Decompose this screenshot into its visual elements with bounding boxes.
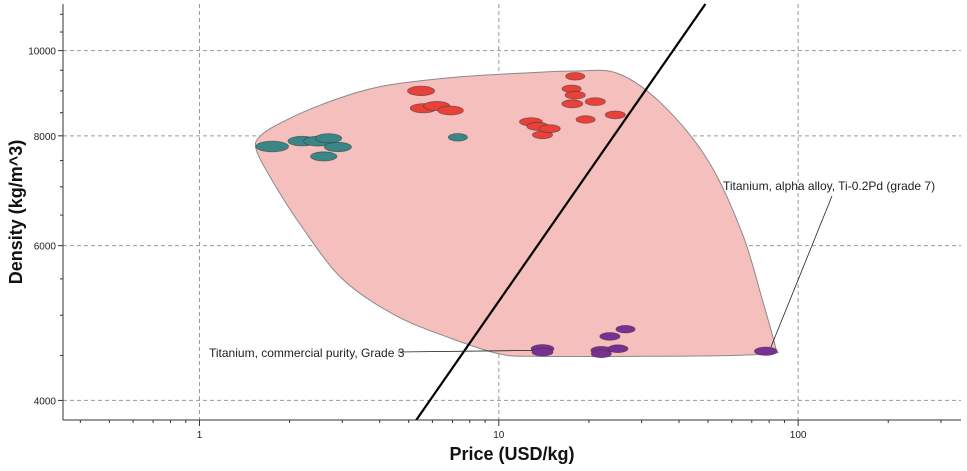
data-point — [607, 344, 629, 354]
y-tick-label: 8000 — [34, 132, 57, 143]
data-point — [615, 325, 636, 334]
points-layer — [255, 72, 778, 359]
data-point — [255, 140, 290, 153]
x-axis-title: Price (USD/kg) — [449, 444, 574, 464]
x-tick-label: 100 — [790, 430, 807, 441]
data-point — [531, 347, 554, 357]
tick-labels: 1 10 100 4000 6000 8000 10000 — [28, 47, 807, 441]
data-point — [538, 124, 561, 134]
annotation-label: Titanium, alpha alloy, Ti-0.2Pd (grade 7… — [723, 179, 935, 193]
data-point — [565, 72, 586, 81]
y-tick-label: 6000 — [34, 242, 57, 253]
material-envelope — [254, 69, 779, 358]
data-point — [447, 133, 468, 142]
data-point — [599, 332, 621, 341]
annotation-label: Titanium, commercial purity, Grade 3 — [209, 346, 405, 360]
selection-line — [415, 3, 707, 421]
y-tick-label: 10000 — [28, 47, 56, 58]
data-point — [407, 85, 436, 97]
axes — [58, 4, 961, 426]
data-point — [590, 349, 612, 359]
y-axis-title: Density (kg/m^3) — [6, 140, 26, 285]
data-point — [604, 110, 626, 120]
data-point — [310, 151, 338, 162]
annotation-layer: Titanium, commercial purity, Grade 3 Tita… — [209, 179, 935, 360]
envelope-layer — [254, 69, 779, 358]
data-point — [753, 346, 778, 356]
x-tick-label: 10 — [493, 430, 505, 441]
data-point — [564, 90, 586, 100]
y-tick-label: 4000 — [34, 396, 57, 407]
trend-layer — [415, 3, 707, 421]
data-point — [561, 99, 584, 109]
annotation-leader-line — [770, 195, 833, 348]
data-point — [584, 97, 606, 106]
x-tick-label: 1 — [197, 430, 203, 441]
data-point — [575, 115, 596, 124]
annotation-leader-line — [397, 350, 533, 353]
data-point — [437, 105, 464, 116]
data-point — [314, 133, 343, 144]
data-point — [323, 141, 352, 153]
